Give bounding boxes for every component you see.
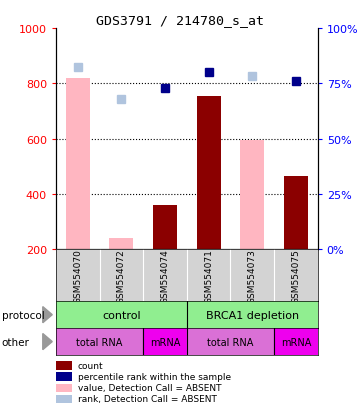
Bar (187, 328, 274, 355)
Text: GSM554070: GSM554070 (73, 248, 82, 303)
Bar (56, 328, 143, 355)
Text: GSM554073: GSM554073 (248, 248, 257, 303)
Polygon shape (43, 334, 52, 350)
Text: mRNA: mRNA (281, 337, 311, 347)
Bar (109, 239, 133, 250)
Text: BRCA1 depletion: BRCA1 depletion (206, 310, 299, 320)
Text: GSM554075: GSM554075 (291, 248, 300, 303)
Text: mRNA: mRNA (150, 337, 180, 347)
Polygon shape (43, 307, 52, 323)
Text: value, Detection Call = ABSENT: value, Detection Call = ABSENT (78, 383, 221, 392)
Bar (66, 78, 90, 250)
Bar (274, 328, 318, 355)
Text: percentile rank within the sample: percentile rank within the sample (78, 372, 231, 381)
Text: rank, Detection Call = ABSENT: rank, Detection Call = ABSENT (78, 394, 217, 404)
Text: control: control (102, 310, 141, 320)
Text: count: count (78, 361, 103, 370)
Bar (153, 206, 177, 250)
Text: GDS3791 / 214780_s_at: GDS3791 / 214780_s_at (96, 14, 265, 27)
Bar (143, 328, 187, 355)
Text: GSM554074: GSM554074 (161, 248, 170, 303)
Bar (197, 97, 221, 250)
Bar (240, 141, 264, 250)
Text: protocol: protocol (2, 310, 44, 320)
Text: GSM554071: GSM554071 (204, 248, 213, 303)
Text: GSM554072: GSM554072 (117, 248, 126, 303)
Bar (284, 177, 308, 250)
Text: other: other (2, 337, 30, 347)
Text: total RNA: total RNA (207, 337, 254, 347)
Text: total RNA: total RNA (77, 337, 123, 347)
